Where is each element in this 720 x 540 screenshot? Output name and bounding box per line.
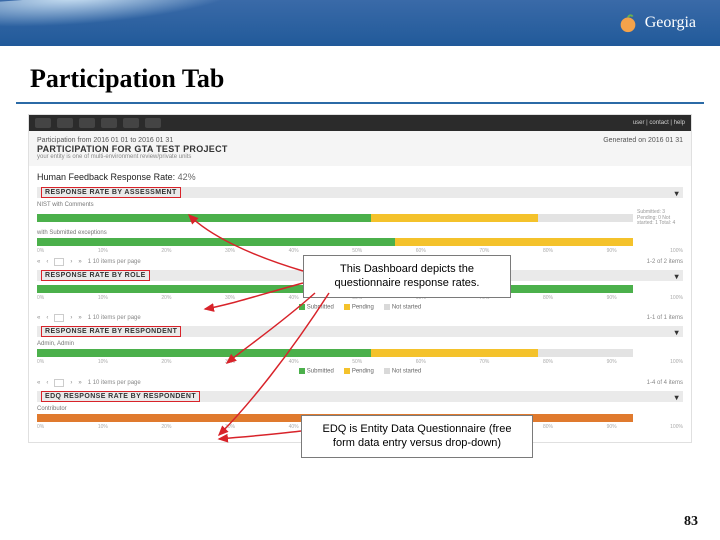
pager-arrow-icon[interactable]: « <box>37 380 40 386</box>
callout-edq: EDQ is Entity Data Questionnaire (free f… <box>301 415 533 458</box>
brand-bar: Georgia <box>0 0 720 46</box>
participation-range: Participation from 2016 01 01 to 2016 01… <box>37 137 228 144</box>
pager-count: 1-2 of 2 items <box>647 259 683 265</box>
project-subtitle: your entity is one of multi-environment … <box>37 154 228 160</box>
pager-arrow-icon[interactable]: » <box>78 315 81 321</box>
nav-item[interactable] <box>79 118 95 128</box>
assessment-bar-1 <box>37 238 633 246</box>
legend-label: Pending <box>352 369 374 375</box>
section-header-edq[interactable]: EDQ RESPONSE RATE BY RESPONDENT ▾ <box>37 391 683 402</box>
chevron-down-icon[interactable]: ▾ <box>675 393 679 402</box>
axis-ticks: 0%10%20%30%40%50%60%70%80%90%100% <box>37 359 683 365</box>
nav-item[interactable] <box>123 118 139 128</box>
pager-role: « ‹ › » 1 10 items per page 1-1 of 1 ite… <box>37 314 683 322</box>
pager-arrow-icon[interactable]: ‹ <box>46 380 48 386</box>
nav-item[interactable] <box>145 118 161 128</box>
pager-arrow-icon[interactable]: » <box>78 380 81 386</box>
pager-count: 1-4 of 4 items <box>647 380 683 386</box>
slide-title: Participation Tab <box>0 46 720 102</box>
page-input[interactable] <box>54 379 64 387</box>
assessment-row-label: NIST with Comments <box>37 202 683 208</box>
callout-dashboard: This Dashboard depicts the questionnaire… <box>303 255 511 298</box>
nav-item[interactable] <box>101 118 117 128</box>
section-header-assessment[interactable]: RESPONSE RATE BY ASSESSMENT ▾ <box>37 187 683 198</box>
legend-label: Not started <box>392 369 421 375</box>
pager-count: 1-1 of 1 items <box>647 315 683 321</box>
pager-label: 1 10 items per page <box>88 315 141 321</box>
edq-title-highlight: EDQ RESPONSE RATE BY RESPONDENT <box>41 391 200 402</box>
legend-label: Not started <box>392 304 421 310</box>
project-title: PARTICIPATION FOR GTA TEST PROJECT <box>37 144 228 154</box>
nav-item[interactable] <box>35 118 51 128</box>
legend-role: Submitted Pending Not started <box>29 304 691 311</box>
app-topbar: user | contact | help <box>29 115 691 131</box>
pager-arrow-icon[interactable]: « <box>37 315 40 321</box>
assessment-title-highlight: RESPONSE RATE BY ASSESSMENT <box>41 187 181 198</box>
pager-arrow-icon[interactable]: ‹ <box>46 315 48 321</box>
human-feedback-rate: Human Feedback Response Rate: 42% <box>29 166 691 185</box>
page-input[interactable] <box>54 314 64 322</box>
title-rule <box>16 102 704 104</box>
pager-arrow-icon[interactable]: › <box>70 380 72 386</box>
chevron-down-icon[interactable]: ▾ <box>675 189 679 198</box>
pager-arrow-icon[interactable]: » <box>78 259 81 265</box>
rate-label: Human Feedback Response Rate: <box>37 172 175 182</box>
legend-label: Submitted <box>307 304 334 310</box>
axis-ticks: 0%10%20%30%40%50%60%70%80%90%100% <box>37 248 683 254</box>
assessment-row-label: with Submitted exceptions <box>37 230 683 236</box>
legend-label: Pending <box>352 304 374 310</box>
generated-date: Generated on 2016 01 31 <box>603 137 683 160</box>
brand-name: Georgia <box>645 14 696 32</box>
role-title-highlight: RESPONSE RATE BY ROLE <box>41 270 150 281</box>
pager-respondent: « ‹ › » 1 10 items per page 1-4 of 4 ite… <box>37 379 683 387</box>
peach-icon <box>617 12 639 34</box>
respondent-bar <box>37 349 633 357</box>
page-input[interactable] <box>54 258 64 266</box>
pager-arrow-icon[interactable]: › <box>70 259 72 265</box>
assessment-side-note: Submitted: 3 Pending: 0 Not started: 1 T… <box>637 210 683 227</box>
respondent-block: Admin, Admin 0%10%20%30%40%50%60%70%80%9… <box>37 341 683 365</box>
page-number: 83 <box>684 514 698 530</box>
pager-arrow-icon[interactable]: › <box>70 315 72 321</box>
dashboard-screenshot: user | contact | help Participation from… <box>28 114 692 443</box>
pager-label: 1 10 items per page <box>88 380 141 386</box>
respondent-title-highlight: RESPONSE RATE BY RESPONDENT <box>41 326 181 337</box>
pager-label: 1 10 items per page <box>88 259 141 265</box>
chevron-down-icon[interactable]: ▾ <box>675 328 679 337</box>
legend-label: Submitted <box>307 369 334 375</box>
legend-respondent: Submitted Pending Not started <box>29 368 691 375</box>
pager-arrow-icon[interactable]: « <box>37 259 40 265</box>
rate-value: 42% <box>178 172 196 182</box>
section-header-respondent[interactable]: RESPONSE RATE BY RESPONDENT ▾ <box>37 326 683 337</box>
report-header: Participation from 2016 01 01 to 2016 01… <box>29 131 691 166</box>
pager-arrow-icon[interactable]: ‹ <box>46 259 48 265</box>
chevron-down-icon[interactable]: ▾ <box>675 272 679 281</box>
topbar-right: user | contact | help <box>633 120 685 126</box>
edq-row-label: Contributor <box>37 406 683 412</box>
respondent-row-label: Admin, Admin <box>37 341 683 347</box>
brand-logo: Georgia <box>617 12 696 34</box>
assessment-bar-0 <box>37 214 633 222</box>
nav-item[interactable] <box>57 118 73 128</box>
assessment-block: NIST with Comments Submitted: 3 Pending:… <box>37 202 683 254</box>
